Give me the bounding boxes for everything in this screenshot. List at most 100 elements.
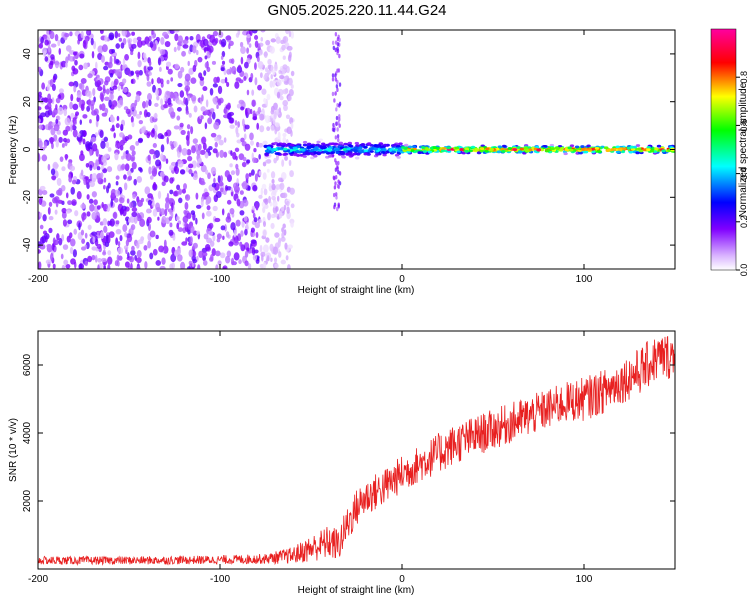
heatmap-cell bbox=[336, 166, 339, 171]
heatmap-cell bbox=[286, 45, 293, 51]
heatmap-cell bbox=[209, 34, 216, 43]
heatmap-cell bbox=[107, 264, 111, 269]
heatmap-cell bbox=[114, 30, 119, 39]
heatmap-cell bbox=[137, 60, 142, 68]
heatmap-cell bbox=[149, 175, 154, 180]
colorbar: 0.0 0.2 0.4 0.6 0.8 Normalized spectral ampl… bbox=[710, 28, 749, 277]
heatmap-cell bbox=[174, 33, 179, 42]
colorbar-tick-label: 0.0 bbox=[739, 264, 749, 277]
heatmap-cell bbox=[113, 197, 119, 203]
heatmap-cell bbox=[211, 60, 217, 65]
heatmap-cell bbox=[132, 193, 136, 200]
heatmap-cell bbox=[102, 168, 108, 174]
heatmap-cell bbox=[57, 187, 63, 196]
heatmap-cell bbox=[70, 124, 73, 132]
heatmap-cell bbox=[629, 145, 635, 149]
heatmap-cell bbox=[346, 147, 351, 151]
heatmap-cell bbox=[275, 122, 280, 128]
heatmap-cell bbox=[236, 132, 240, 138]
heatmap-cell bbox=[152, 142, 157, 148]
heatmap-cell bbox=[574, 145, 580, 149]
heatmap-cell bbox=[219, 149, 225, 158]
heatmap-cell bbox=[80, 31, 84, 39]
heatmap-cell bbox=[275, 153, 279, 161]
heatmap-cell bbox=[335, 107, 338, 112]
heatmap-cell bbox=[148, 166, 152, 175]
heatmap-cell bbox=[80, 229, 85, 236]
heatmap-cell bbox=[78, 82, 83, 90]
heatmap-cell bbox=[55, 97, 61, 104]
heatmap-cell bbox=[82, 40, 87, 49]
heatmap-cell bbox=[92, 143, 98, 152]
heatmap-cell bbox=[112, 85, 118, 90]
heatmap-cell bbox=[126, 198, 130, 204]
heatmap-cell bbox=[70, 112, 75, 120]
heatmap-cell bbox=[108, 231, 115, 238]
heatmap-cell bbox=[96, 205, 101, 210]
heatmap-cell bbox=[254, 34, 259, 40]
heatmap-cell bbox=[165, 158, 169, 164]
heatmap-cell bbox=[200, 106, 206, 112]
heatmap-cell bbox=[234, 119, 238, 126]
heatmap-cell bbox=[246, 159, 251, 164]
heatmap-cell bbox=[138, 119, 143, 125]
heatmap-cell bbox=[202, 38, 209, 47]
heatmap-cell bbox=[254, 40, 259, 48]
heatmap-cell bbox=[113, 132, 116, 139]
heatmap-cell bbox=[139, 167, 143, 173]
heatmap-cell bbox=[281, 159, 285, 167]
heatmap-cell bbox=[89, 148, 92, 157]
heatmap-cell bbox=[176, 222, 180, 230]
heatmap-cell bbox=[48, 44, 51, 53]
heatmap-cell bbox=[48, 201, 53, 207]
heatmap-cell bbox=[336, 127, 339, 132]
heatmap-cell bbox=[246, 47, 250, 54]
heatmap-cell bbox=[580, 145, 585, 148]
heatmap-cell bbox=[251, 89, 255, 96]
heatmap-cell bbox=[61, 143, 65, 148]
heatmap-cell bbox=[266, 146, 272, 150]
heatmap-cell bbox=[103, 177, 107, 183]
heatmap-cell bbox=[109, 93, 115, 101]
heatmap-cell bbox=[44, 39, 49, 46]
heatmap-cell bbox=[211, 248, 216, 257]
heatmap-cell bbox=[186, 138, 190, 147]
heatmap-cell bbox=[244, 124, 250, 130]
heatmap-cell bbox=[182, 44, 189, 49]
heatmap-cell bbox=[271, 183, 276, 191]
heatmap-cell bbox=[226, 199, 232, 205]
heatmap-cell bbox=[41, 82, 46, 90]
heatmap-cell bbox=[86, 30, 90, 35]
heatmap-cell bbox=[212, 148, 218, 154]
heatmap-cell bbox=[335, 115, 339, 121]
heatmap-cell bbox=[251, 246, 256, 256]
snr-x-tick-label: 0 bbox=[399, 574, 405, 585]
heatmap-cell bbox=[157, 57, 162, 66]
heatmap-cell bbox=[199, 180, 206, 186]
heatmap-cell bbox=[186, 124, 191, 130]
heatmap-cell bbox=[220, 55, 224, 60]
heatmap-cell bbox=[130, 51, 134, 56]
heatmap-cell bbox=[202, 259, 208, 266]
heatmap-cell bbox=[241, 181, 248, 190]
heatmap-cell bbox=[216, 237, 221, 243]
heatmap-cell bbox=[61, 166, 66, 172]
heatmap-cell bbox=[273, 102, 278, 111]
heatmap-cell bbox=[661, 149, 666, 153]
heatmap-cell bbox=[121, 78, 127, 84]
heatmap-cell bbox=[69, 165, 76, 172]
heatmap-cell bbox=[104, 96, 110, 102]
heatmap-cell bbox=[175, 161, 178, 168]
colorbar-tick-label: 0.8 bbox=[739, 71, 749, 84]
heatmap-cell bbox=[273, 212, 278, 218]
heatmap-cell bbox=[38, 140, 43, 148]
heatmap-cell bbox=[130, 116, 134, 124]
heatmap-cell bbox=[270, 125, 275, 132]
heatmap-cell bbox=[396, 155, 401, 159]
heatmap-cell bbox=[200, 115, 204, 120]
heatmap-cell bbox=[146, 208, 150, 214]
heatmap-cell bbox=[523, 147, 529, 150]
heatmap-cell bbox=[220, 67, 225, 72]
heatmap-cell bbox=[192, 64, 197, 72]
heatmap-cell bbox=[206, 205, 211, 211]
